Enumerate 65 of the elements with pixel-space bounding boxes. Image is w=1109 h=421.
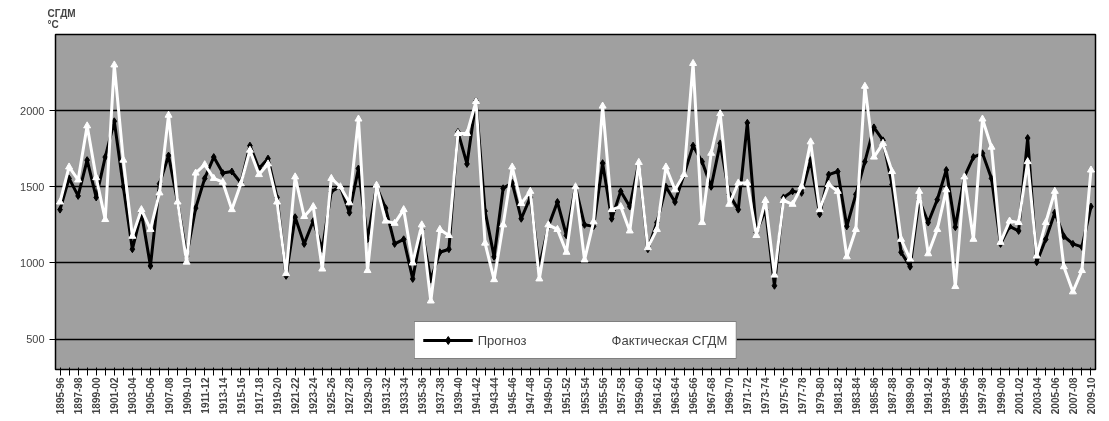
x-tick-label: 1977-78 xyxy=(796,377,808,415)
x-tick-label: 1989-90 xyxy=(905,377,917,415)
x-tick-label: 1957-58 xyxy=(615,377,627,415)
y-axis-title: СГДМ °С xyxy=(47,7,76,30)
x-tick-label: 1947-48 xyxy=(525,377,537,415)
x-tick-label: 1995-96 xyxy=(959,377,971,415)
x-tick-label: 1979-80 xyxy=(814,377,826,415)
x-tick-label: 1973-74 xyxy=(760,377,772,415)
x-tick-label: 2001-02 xyxy=(1013,377,1025,415)
x-tick-label: 1951-52 xyxy=(561,377,573,415)
x-tick-label: 1917-18 xyxy=(253,377,265,415)
x-tick-label: 1913-14 xyxy=(217,377,229,415)
y-tick-label: 1500 xyxy=(20,180,45,193)
x-tick-label: 1955-56 xyxy=(597,377,609,415)
x-tick-label: 1933-34 xyxy=(398,377,410,415)
y-tick-label: 1000 xyxy=(20,256,45,269)
x-tick-label: 1905-06 xyxy=(145,377,157,415)
x-tick-label: 1963-64 xyxy=(669,377,681,415)
x-tick-label: 1927-28 xyxy=(344,377,356,415)
x-tick-label: 1909-10 xyxy=(181,377,193,415)
x-tick-label: 1923-24 xyxy=(308,377,320,415)
x-tick-label: 1993-94 xyxy=(941,377,953,415)
x-tick-label: 1983-84 xyxy=(850,377,862,415)
x-tick-label: 1907-08 xyxy=(163,377,175,415)
legend-label: Прогноз xyxy=(477,332,527,348)
x-tick-label: 1953-54 xyxy=(579,377,591,415)
x-tick-label: 1967-68 xyxy=(706,377,718,415)
x-tick-label: 2007-08 xyxy=(1067,377,1079,415)
x-tick-label: 1919-20 xyxy=(272,377,284,415)
x-tick-label: 1971-72 xyxy=(742,377,754,415)
x-tick-label: 1911-12 xyxy=(199,377,211,414)
y-tick-label: 500 xyxy=(26,333,45,346)
x-tick-label: 1945-46 xyxy=(507,377,519,415)
x-tick-label: 1987-88 xyxy=(887,377,899,415)
x-tick-label: 1925-26 xyxy=(326,377,338,415)
x-tick-label: 1929-30 xyxy=(362,377,374,415)
x-tick-label: 1931-32 xyxy=(380,377,392,415)
x-tick-label: 1939-40 xyxy=(452,377,464,415)
x-tick-label: 1949-50 xyxy=(543,377,555,415)
x-tick-label: 2005-06 xyxy=(1049,377,1061,415)
x-tick-label: 1895-96 xyxy=(55,377,67,415)
x-tick-label: 1899-00 xyxy=(91,377,103,415)
x-tick-label: 1903-04 xyxy=(127,377,139,415)
x-tick-label: 1915-16 xyxy=(235,377,247,415)
y-tick-label: 2000 xyxy=(20,104,45,117)
x-tick-label: 1959-60 xyxy=(633,377,645,415)
x-tick-label: 1991-92 xyxy=(923,377,935,415)
x-tick-label: 1897-98 xyxy=(73,377,85,415)
x-tick-label: 1975-76 xyxy=(778,377,790,415)
x-tick-label: 1937-38 xyxy=(434,377,446,415)
x-tick-label: 1999-00 xyxy=(995,377,1007,415)
x-tick-label: 1943-44 xyxy=(489,377,501,415)
x-tick-label: 1921-22 xyxy=(290,377,302,415)
x-tick-label: 1935-36 xyxy=(416,377,428,415)
x-tick-label: 1985-86 xyxy=(868,377,880,415)
x-tick-label: 2009-10 xyxy=(1085,377,1097,415)
text: Фактическая СГДМ xyxy=(611,332,728,348)
x-tick-label: 1961-62 xyxy=(651,377,663,415)
x-tick-label: 1941-42 xyxy=(471,377,483,415)
x-tick-label: 1969-70 xyxy=(724,377,736,415)
x-tick-label: 1901-02 xyxy=(109,377,121,415)
x-tick-label: 1965-66 xyxy=(688,377,700,415)
x-tick-label: 1981-82 xyxy=(832,377,844,415)
x-tick-label: 1997-98 xyxy=(977,377,989,415)
x-tick-label: 2003-04 xyxy=(1031,377,1043,415)
